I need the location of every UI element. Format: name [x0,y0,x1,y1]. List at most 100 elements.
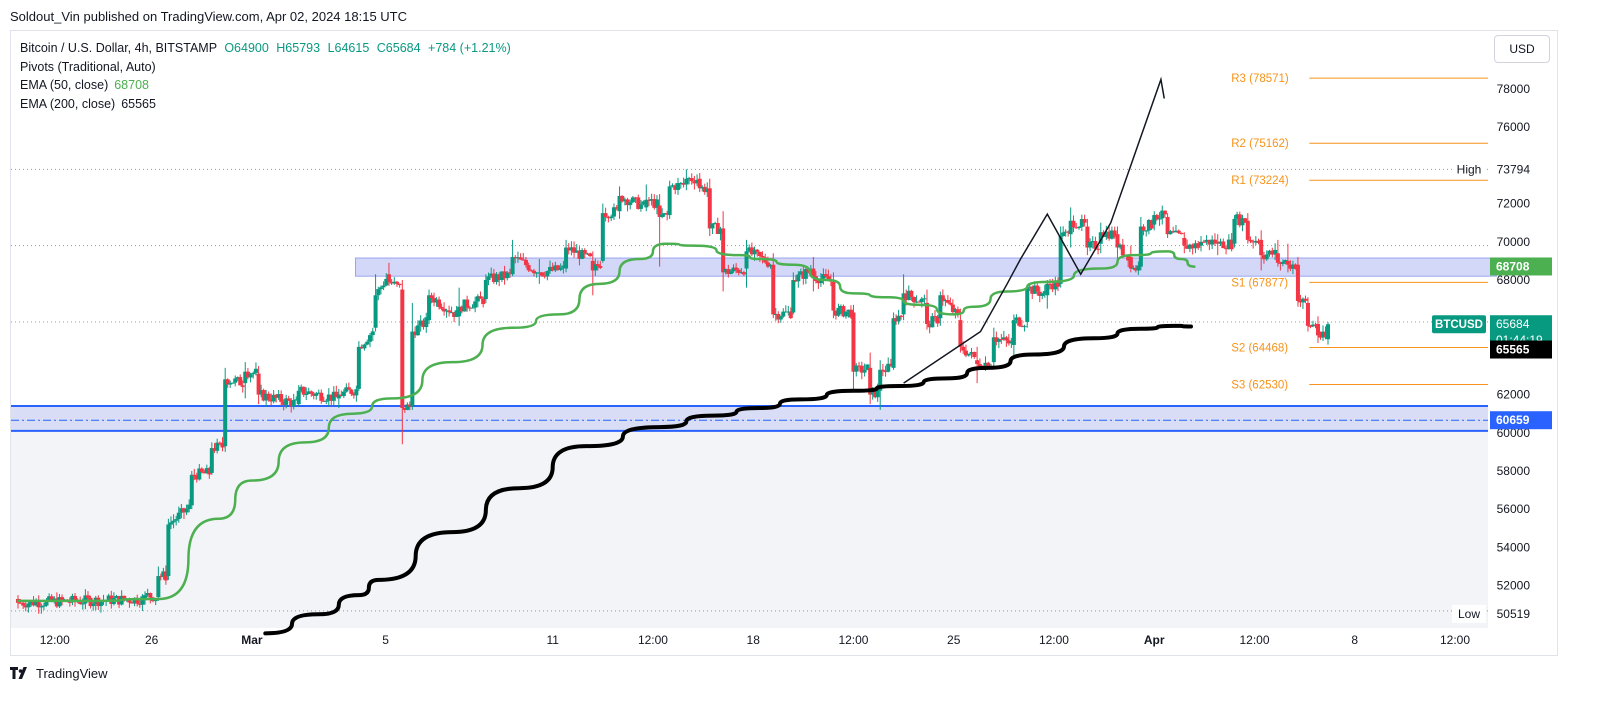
candle-body [311,393,316,396]
legend-ema200-label[interactable]: EMA (200, close) [20,96,116,111]
axis-tag-bg [1452,604,1486,623]
legend-ema50[interactable]: EMA (50, close) 68708 [20,76,511,95]
candle-body [349,389,354,394]
candle-body [676,183,681,190]
chart-frame[interactable] [10,30,1558,656]
candle-body [1093,241,1098,249]
candle-body [114,596,119,599]
time-tick: 12:00 [40,633,70,647]
candle-body [356,346,361,389]
candle-body [351,393,356,396]
candle-body [1050,284,1055,290]
candle-body [1045,283,1050,296]
candle-body [98,600,103,607]
candle-body [1009,341,1014,344]
candle-body [793,280,798,282]
candle-body [1088,241,1093,248]
price-tick: 72000 [1497,197,1531,211]
candle-body [1035,285,1040,292]
price-tick: 58000 [1497,464,1531,478]
candle-body [924,302,929,324]
candle-body [644,199,649,208]
candle-body [548,266,553,272]
candle-body [1201,241,1206,243]
currency-button[interactable]: USD [1494,35,1550,63]
legend-ema50-label[interactable]: EMA (50, close) [20,78,109,92]
candle-body [1098,232,1103,244]
candle-body [1204,239,1209,242]
candle-body [145,593,150,596]
candle-body [392,281,397,284]
legend-symbol[interactable]: Bitcoin / U.S. Dollar, 4h, BITSTAMP [20,41,217,55]
candle-body [1187,244,1192,249]
price-tick: 68000 [1497,273,1531,287]
candle-body [1285,260,1290,265]
candle-body [489,273,494,277]
candle-body [161,571,166,577]
candle-body [697,178,702,189]
candle-body [91,603,96,607]
candle-body [1207,239,1212,245]
candle-body [747,247,752,252]
candle-body [975,360,980,365]
axis-label-bg [1491,160,1535,179]
candle-body [1027,286,1032,288]
candle-body [630,197,635,203]
candle-body [26,603,31,608]
candle-body [823,274,828,277]
candle-body [192,474,197,476]
legend-low: L64615 [327,41,370,55]
candle-body [906,290,911,301]
candle-body [429,295,434,299]
candle-body [321,400,326,402]
legend-pivots-label[interactable]: Pivots (Traditional, Auto) [20,59,156,74]
candle-body [598,266,603,268]
candle-body [197,468,202,480]
candle-body [215,442,220,451]
legend-symbol-row[interactable]: Bitcoin / U.S. Dollar, 4h, BITSTAMP O649… [20,39,511,58]
candle-body [518,257,523,260]
candle-body [1011,320,1016,345]
candle-body [140,596,145,605]
candle-body [930,316,935,328]
candle-body [846,309,851,312]
time-tick: 11 [546,633,559,647]
candle-body [705,188,710,193]
candle-body [843,311,848,317]
candle-body [851,312,856,372]
candle-body [622,199,627,202]
candle-body [334,391,339,398]
candle-body [749,247,754,255]
candle-body [991,337,996,363]
time-axis: 12:00 26 Mar 5 11 12:00 18 12:00 25 12:00 Apr 12:00… [40,633,1471,647]
candle-body [78,601,83,604]
candle-body [1053,280,1058,290]
candle-body [505,272,510,279]
candle-body [289,400,294,407]
axis-label-68708: 68708 [1496,259,1530,273]
candle-body [1128,257,1133,269]
candle-body [1131,267,1136,269]
candle-body [873,388,878,398]
candle-body [891,318,896,368]
candle-body [223,379,228,447]
legend-pivots[interactable]: Pivots (Traditional, Auto) [20,58,511,77]
candle-body [378,287,383,290]
price-axis: 78000 76000 72000 70000 68000 62000 60000 58000… [1432,82,1552,623]
candle-body [1199,241,1204,246]
legend-high: H65793 [276,41,321,55]
candle-body [309,391,314,394]
legend-ema200[interactable]: EMA (200, close) 65565 [20,95,511,114]
time-tick: Mar [241,633,263,647]
candle-body [665,213,670,215]
candle-body [199,468,204,472]
candle-body [462,299,467,312]
candle-body [553,265,558,271]
candle-body [189,474,194,506]
candle-body [1058,236,1063,284]
pivot-label-s1: S1 (67877) [1231,277,1288,289]
candle-body [1162,210,1167,215]
candle-body [572,247,577,253]
candle-body [983,362,988,369]
